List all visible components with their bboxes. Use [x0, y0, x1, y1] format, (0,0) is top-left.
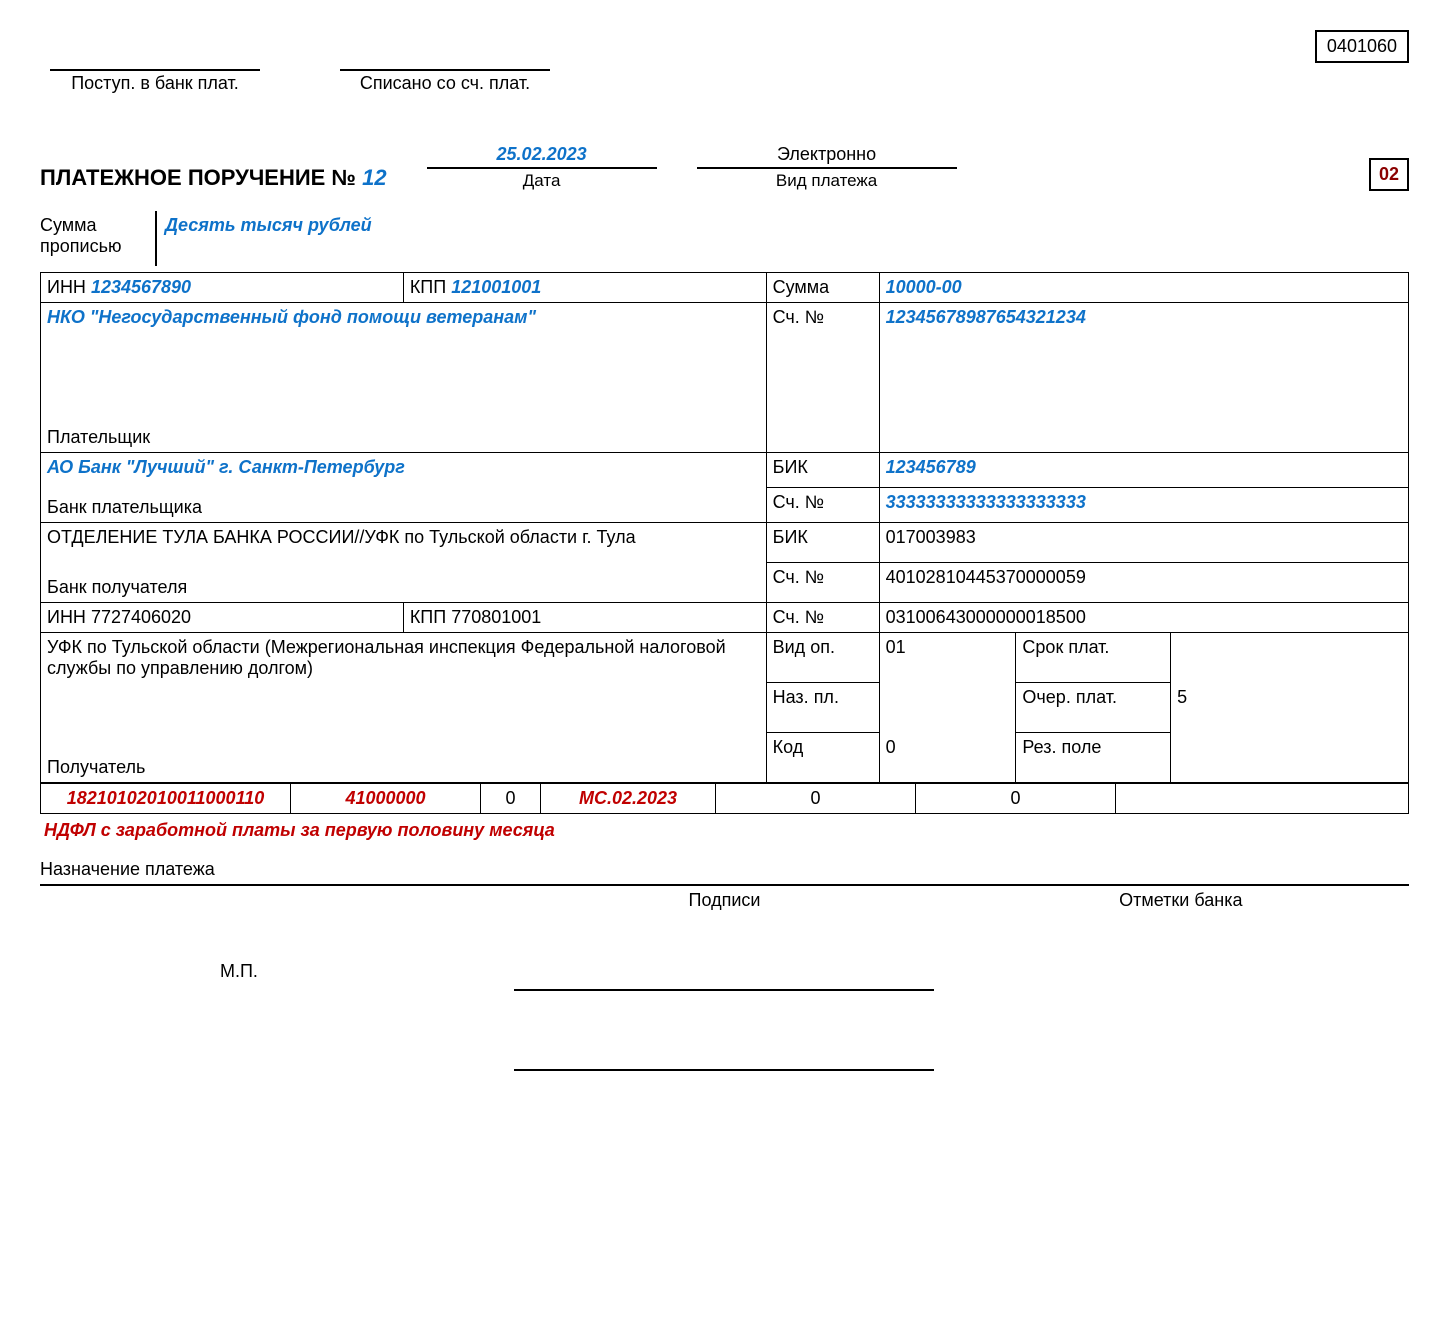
sum-words-label: Сумма прописью [40, 211, 155, 266]
sign-caption: Подписи [496, 886, 952, 911]
rk-l: КПП [410, 607, 446, 627]
sum-in-words: Сумма прописью Десять тысяч рублей [40, 211, 1409, 266]
naz-v [879, 683, 1016, 733]
document-header: ПЛАТЕЖНОЕ ПОРУЧЕНИЕ № 12 25.02.2023 Дата… [40, 144, 1409, 191]
form-code: 0401060 [1315, 30, 1409, 63]
payer-bank-caption: Банк плательщика [47, 497, 202, 518]
kbk: 18210102010011000110 [41, 784, 291, 814]
rb-name: ОТДЕЛЕНИЕ ТУЛА БАНКА РОССИИ//УФК по Туль… [47, 527, 636, 547]
bank-caption: Отметки банка [953, 886, 1409, 911]
recipient-inn-cell: ИНН 7727406020 [41, 603, 404, 633]
payer-acc-label: Сч. № [766, 303, 879, 453]
stamp-received: Поступ. в банк плат. [50, 69, 260, 94]
budget-row: 18210102010011000110 41000000 0 МС.02.20… [40, 783, 1409, 814]
signatures-header: Подписи Отметки банка [40, 886, 1409, 911]
signature-line-1 [514, 941, 934, 991]
oktmo: 41000000 [291, 784, 481, 814]
recipient-bank-block: ОТДЕЛЕНИЕ ТУЛА БАНКА РОССИИ//УФК по Туль… [41, 523, 767, 603]
v2: 121001001 [451, 277, 541, 297]
period: МС.02.2023 [541, 784, 716, 814]
doc-date: 25.02.2023 [427, 144, 657, 169]
doc-title: ПЛАТЕЖНОЕ ПОРУЧЕНИЕ № 12 [40, 165, 387, 191]
recipient-caption: Получатель [47, 757, 145, 778]
payment-kind-caption: Вид платежа [697, 171, 957, 191]
pb-acc-l: Сч. № [766, 488, 879, 523]
naz-l: Наз. пл. [766, 683, 879, 733]
payment-order-table: ИНН 1234567890 КПП 121001001 Сумма 10000… [40, 272, 1409, 783]
payer-block: НКО "Негосударственный фонд помощи ветер… [41, 303, 767, 453]
r-acc-l: Сч. № [766, 603, 879, 633]
v1: 1234567890 [91, 277, 191, 297]
srok-l: Срок плат. [1016, 633, 1171, 683]
rb-acc: 40102810445370000059 [879, 563, 1408, 603]
sum-words-value: Десять тысяч рублей [155, 211, 1409, 266]
bf3: 0 [916, 784, 1116, 814]
rk-v: 770801001 [451, 607, 541, 627]
status-code: 02 [1369, 158, 1409, 191]
rb-acc-l: Сч. № [766, 563, 879, 603]
amount-label: Сумма [766, 273, 879, 303]
l2: КПП [410, 277, 446, 297]
pb-acc: 33333333333333333333 [879, 488, 1408, 523]
bf1: 0 [481, 784, 541, 814]
rez-l: Рез. поле [1016, 733, 1171, 783]
date-caption: Дата [427, 171, 657, 191]
rez-v [1171, 733, 1409, 783]
pb-bik-l: БИК [766, 453, 879, 488]
payer-name: НКО "Негосударственный фонд помощи ветер… [47, 307, 536, 327]
ocher-v: 5 [1171, 683, 1409, 733]
form-code-row: 0401060 [40, 30, 1409, 63]
signatures-body: М.П. [40, 911, 1409, 1071]
rb-caption: Банк получателя [47, 577, 187, 598]
payment-kind: Электронно [697, 144, 957, 169]
ri-v: 7727406020 [91, 607, 191, 627]
stamp-writtenoff: Списано со сч. плат. [340, 69, 550, 94]
ri-l: ИНН [47, 607, 86, 627]
pb-bik: 123456789 [879, 453, 1408, 488]
payer-bank: АО Банк "Лучший" г. Санкт-Петербург [47, 457, 405, 477]
payer-inn-cell: ИНН 1234567890 [41, 273, 404, 303]
vid-op: 01 [879, 633, 1016, 683]
stamp-row: Поступ. в банк плат. Списано со сч. плат… [50, 69, 1409, 94]
srok-v [1171, 633, 1409, 683]
bf2: 0 [716, 784, 916, 814]
kod-l: Код [766, 733, 879, 783]
recipient-kpp-cell: КПП 770801001 [403, 603, 766, 633]
payer-caption: Плательщик [47, 427, 150, 448]
rb-bik-l: БИК [766, 523, 879, 563]
purpose-text: НДФЛ с заработной платы за первую полови… [40, 814, 1409, 843]
doc-number: 12 [362, 165, 386, 190]
payer-acc-value: 12345678987654321234 [879, 303, 1408, 453]
title-prefix: ПЛАТЕЖНОЕ ПОРУЧЕНИЕ № [40, 165, 356, 190]
payer-kpp-cell: КПП 121001001 [403, 273, 766, 303]
kod-v: 0 [879, 733, 1016, 783]
rb-bik: 017003983 [879, 523, 1408, 563]
signature-line-2 [514, 1021, 934, 1071]
recipient-name: УФК по Тульской области (Межрегиональная… [47, 637, 726, 678]
bf4 [1116, 784, 1409, 814]
amount-value: 10000-00 [879, 273, 1408, 303]
recipient-block: УФК по Тульской области (Межрегиональная… [41, 633, 767, 783]
vid-op-l: Вид оп. [766, 633, 879, 683]
ocher-l: Очер. плат. [1016, 683, 1171, 733]
r-acc: 03100643000000018500 [879, 603, 1408, 633]
purpose-caption: Назначение платежа [40, 843, 1409, 886]
l1: ИНН [47, 277, 86, 297]
mp-label: М.П. [220, 961, 496, 982]
payer-bank-block: АО Банк "Лучший" г. Санкт-Петербург Банк… [41, 453, 767, 523]
